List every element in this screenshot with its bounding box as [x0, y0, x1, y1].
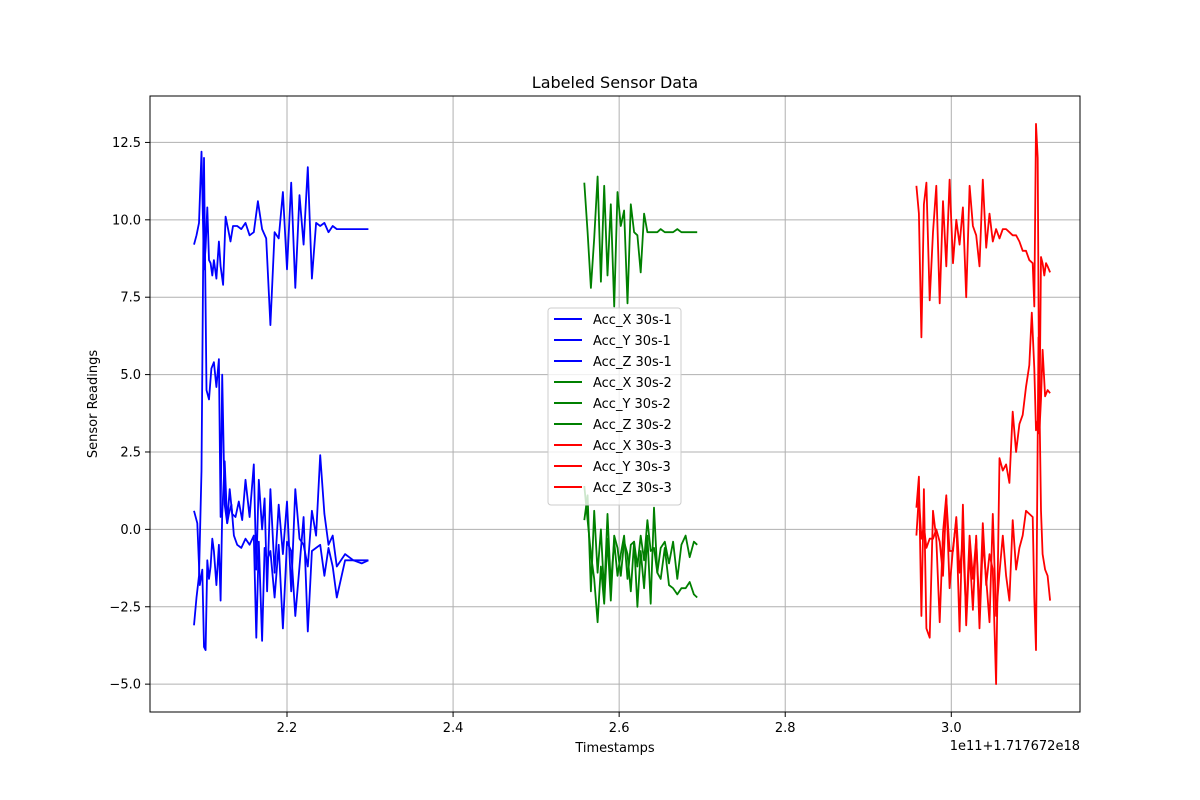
x-axis-label: Timestamps — [574, 741, 655, 756]
legend-label-acc-x-30s-2: Acc_X 30s-2 — [593, 376, 672, 391]
legend-label-acc-z-30s-3: Acc_Z 30s-3 — [593, 481, 672, 496]
series-lines — [193, 123, 1051, 685]
legend-label-acc-y-30s-1: Acc_Y 30s-1 — [593, 334, 671, 349]
x-tick-label: 2.4 — [443, 721, 464, 736]
x-tick-label: 2.6 — [609, 721, 630, 736]
y-tick-label: 0.0 — [120, 523, 141, 538]
x-tick-label: 3.0 — [941, 721, 962, 736]
x-axis-offset-label: 1e11+1.717672e18 — [950, 739, 1080, 754]
legend-label-acc-z-30s-2: Acc_Z 30s-2 — [593, 418, 672, 433]
y-tick-label: 12.5 — [112, 136, 141, 151]
series-line-acc-z-30s-2 — [583, 175, 698, 308]
y-tick-label: −5.0 — [109, 678, 141, 693]
chart-title: Labeled Sensor Data — [532, 73, 698, 92]
axis-ticks: 2.2 2.4 2.6 2.8 3.0 −5.0 −2.5 0.0 2.5 5.0 7.5 10.0 1… — [109, 136, 961, 736]
plot-frame — [149, 95, 1081, 713]
y-tick-label: 5.0 — [120, 368, 141, 383]
legend-label-acc-x-30s-3: Acc_X 30s-3 — [593, 439, 672, 454]
legend-label-acc-z-30s-1: Acc_Z 30s-1 — [593, 355, 672, 370]
series-line-acc-y-30s-3 — [915, 311, 1051, 685]
series-line-acc-y-30s-1 — [193, 156, 369, 626]
y-tick-label: 10.0 — [112, 213, 141, 228]
x-tick-label: 2.8 — [775, 721, 796, 736]
series-line-acc-z-30s-1 — [193, 150, 369, 327]
y-tick-label: 7.5 — [120, 291, 141, 306]
legend-label-acc-y-30s-2: Acc_Y 30s-2 — [593, 397, 671, 412]
series-line-acc-y-30s-2 — [583, 494, 698, 596]
series-line-acc-x-30s-2 — [583, 485, 698, 624]
legend-label-acc-x-30s-1: Acc_X 30s-1 — [593, 313, 672, 328]
legend-label-acc-y-30s-3: Acc_Y 30s-3 — [593, 460, 671, 475]
y-tick-label: −2.5 — [109, 600, 141, 615]
series-line-acc-z-30s-3 — [915, 123, 1051, 435]
legend: Acc_X 30s-1 Acc_Y 30s-1 Acc_Z 30s-1 Acc_X 3… — [547, 307, 682, 506]
legend-box — [547, 307, 682, 506]
x-tick-label: 2.2 — [277, 721, 298, 736]
series-line-acc-x-30s-1 — [193, 460, 369, 651]
y-tick-label: 2.5 — [120, 445, 141, 460]
y-axis-label: Sensor Readings — [86, 350, 101, 458]
